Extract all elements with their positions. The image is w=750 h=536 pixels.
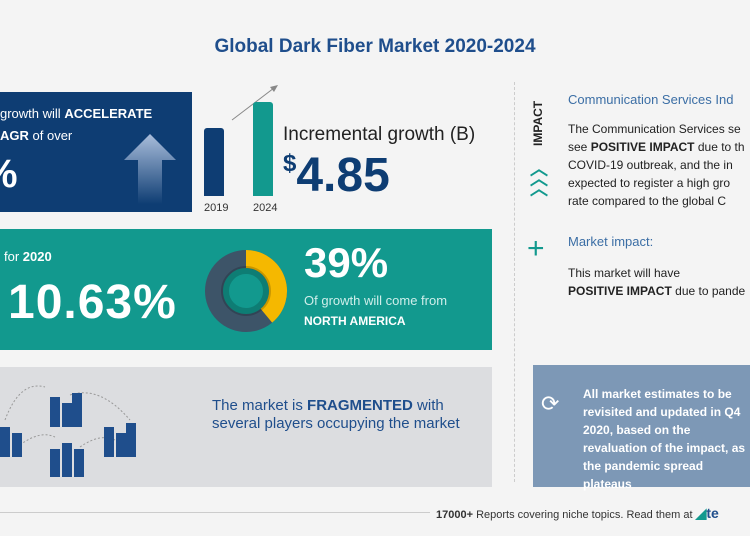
impact-due: due to th [697,140,745,154]
market-impact-heading: Market impact: [568,234,654,249]
region-donut-chart [205,250,287,332]
cagr-text: growth will [0,106,61,121]
cagr-text2: of over [32,128,73,143]
incremental-value: $4.85 [283,150,390,202]
yoy-panel: for 2020 10.63% 39% Of growth will come … [0,229,492,350]
bar-2024 [253,102,273,196]
cagr-value: % [0,152,18,197]
brand-text: te [706,505,719,521]
region-percent: 39% [304,239,389,286]
yoy-year: 2020 [22,249,52,264]
divider [514,82,515,482]
impact-heading: Communication Services Ind [568,92,734,107]
footer-text: 17000+ Reports covering niche topics. Re… [436,505,719,522]
impact-label: IMPACT [531,100,545,146]
fragmented-post: with several players occupying the marke… [212,397,460,432]
yoy-label: for 2020 [4,249,52,264]
cagr-label: AGR [0,128,29,143]
yoy-value: 10.63% [8,276,177,329]
up-arrow-icon [124,134,176,204]
tick-2019: 2019 [204,202,229,214]
market-impact-line1: This market will have [568,266,681,280]
cagr-accelerate: ACCELERATE [64,106,153,121]
impact-rest: COVID-19 outbreak, and the in expected t… [568,158,733,208]
impact-positive: POSITIVE IMPACT [590,140,695,154]
market-impact-bold: POSITIVE IMPACT [568,284,672,298]
currency-symbol: $ [283,150,297,177]
cagr-line2: AGR of over [0,128,72,143]
impact-line2: see POSITIVE IMPACT due to th [568,138,750,156]
note-text: All market estimates to be revisited and… [583,387,746,491]
plus-icon: + [527,232,545,265]
market-impact-post: due to pande [675,284,746,298]
incremental-label: Incremental growth (B) [283,124,476,145]
incremental-number: 4.85 [296,149,390,202]
region-text: Of growth will come from [304,293,448,308]
cagr-line1: growth will ACCELERATE [0,106,152,121]
page-title: Global Dark Fiber Market 2020-2024 [214,36,536,57]
fragmented-panel: The market is FRAGMENTED with several pl… [0,367,492,487]
buildings-icon [0,385,136,477]
brand-logo[interactable]: ◢te [695,505,719,521]
cagr-panel: growth will ACCELERATE AGR of over % [0,92,192,212]
donut-north-america [245,250,287,323]
bar-2019 [204,128,224,196]
refresh-icon: ⟳ [541,391,560,416]
impact-line1: The Communication Services se [568,122,741,136]
region-name: NORTH AMERICA [304,314,406,328]
footer-line [0,512,430,513]
note-panel: ⟳ All market estimates to be revisited a… [533,365,750,491]
tick-2024: 2024 [253,202,278,214]
impact-see: see [568,140,588,154]
fragmented-pre: The market is [212,397,303,414]
yoy-for: for [4,249,20,264]
chevrons-up-icon: ︿ ︿ ︿ [530,159,548,199]
fragmented-bold: FRAGMENTED [307,397,413,414]
fragmented-text: The market is FRAGMENTED with several pl… [212,397,482,433]
impact-text: The Communication Services se see POSITIV… [568,120,750,210]
footer-count: 17000+ [436,509,474,521]
footer-caption: Reports covering niche topics. Read them… [476,509,693,521]
market-impact-text: This market will have POSITIVE IMPACT due… [568,264,745,300]
